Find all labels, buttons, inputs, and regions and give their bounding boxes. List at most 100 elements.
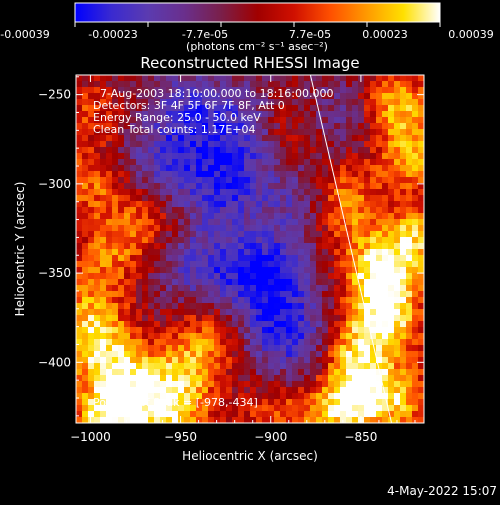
- heatmap-pixel: [124, 309, 131, 316]
- heatmap-pixel: [358, 279, 365, 286]
- heatmap-pixel: [316, 405, 323, 412]
- heatmap-pixel: [250, 213, 257, 220]
- heatmap-pixel: [154, 315, 161, 322]
- heatmap-pixel: [154, 411, 161, 418]
- heatmap-pixel: [142, 381, 149, 388]
- heatmap-pixel: [340, 333, 347, 340]
- heatmap-pixel: [232, 153, 239, 160]
- heatmap-pixel: [148, 105, 155, 112]
- heatmap-pixel: [322, 159, 329, 166]
- heatmap-pixel: [232, 273, 239, 280]
- heatmap-pixel: [316, 273, 323, 280]
- heatmap-pixel: [220, 171, 227, 178]
- heatmap-pixel: [82, 297, 89, 304]
- heatmap-pixel: [100, 111, 107, 118]
- heatmap-pixel: [304, 291, 311, 298]
- heatmap-pixel: [136, 237, 143, 244]
- heatmap-pixel: [226, 279, 233, 286]
- heatmap-pixel: [160, 147, 167, 154]
- heatmap-pixel: [298, 123, 305, 130]
- heatmap-pixel: [346, 171, 353, 178]
- heatmap-pixel: [172, 93, 179, 100]
- heatmap-pixel: [196, 147, 203, 154]
- heatmap-pixel: [112, 339, 119, 346]
- heatmap-pixel: [160, 195, 167, 202]
- heatmap-pixel: [118, 153, 125, 160]
- heatmap-pixel: [142, 207, 149, 214]
- heatmap-pixel: [352, 249, 359, 256]
- heatmap-pixel: [406, 381, 413, 388]
- heatmap-pixel: [208, 279, 215, 286]
- heatmap-pixel: [220, 147, 227, 154]
- heatmap-pixel: [208, 189, 215, 196]
- heatmap-pixel: [214, 411, 221, 418]
- heatmap-pixel: [172, 309, 179, 316]
- heatmap-pixel: [160, 375, 167, 382]
- heatmap-pixel: [226, 87, 233, 94]
- heatmap-pixel: [400, 207, 407, 214]
- heatmap-pixel: [304, 375, 311, 382]
- heatmap-pixel: [112, 351, 119, 358]
- heatmap-pixel: [124, 351, 131, 358]
- heatmap-pixel: [178, 363, 185, 370]
- heatmap-pixel: [94, 117, 101, 124]
- heatmap-pixel: [346, 129, 353, 136]
- heatmap-pixel: [202, 105, 209, 112]
- heatmap-pixel: [82, 129, 89, 136]
- heatmap-pixel: [370, 195, 377, 202]
- heatmap-pixel: [352, 339, 359, 346]
- heatmap-pixel: [118, 291, 125, 298]
- heatmap-pixel: [388, 231, 395, 238]
- heatmap-pixel: [388, 279, 395, 286]
- heatmap-pixel: [238, 375, 245, 382]
- heatmap-pixel: [136, 291, 143, 298]
- heatmap-pixel: [316, 231, 323, 238]
- heatmap-pixel: [214, 219, 221, 226]
- heatmap-pixel: [124, 273, 131, 280]
- heatmap-pixel: [418, 201, 424, 208]
- heatmap-pixel: [232, 171, 239, 178]
- heatmap-pixel: [250, 333, 257, 340]
- heatmap-pixel: [190, 237, 197, 244]
- heatmap-pixel: [358, 327, 365, 334]
- heatmap-pixel: [190, 123, 197, 130]
- heatmap-pixel: [166, 177, 173, 184]
- heatmap-pixel: [382, 219, 389, 226]
- heatmap-pixel: [142, 369, 149, 376]
- heatmap-pixel: [304, 243, 311, 250]
- heatmap-pixel: [316, 75, 323, 82]
- heatmap-pixel: [328, 213, 335, 220]
- heatmap-pixel: [388, 273, 395, 280]
- heatmap-pixel: [232, 87, 239, 94]
- heatmap-pixel: [202, 387, 209, 394]
- heatmap-pixel: [280, 327, 287, 334]
- heatmap-pixel: [160, 333, 167, 340]
- heatmap-pixel: [364, 357, 371, 364]
- heatmap-pixel: [418, 153, 424, 160]
- heatmap-pixel: [100, 375, 107, 382]
- heatmap-pixel: [316, 93, 323, 100]
- heatmap-pixel: [166, 129, 173, 136]
- heatmap-pixel: [202, 171, 209, 178]
- heatmap-pixel: [202, 153, 209, 160]
- heatmap-pixel: [136, 177, 143, 184]
- heatmap-pixel: [130, 207, 137, 214]
- heatmap-pixel: [418, 99, 424, 106]
- heatmap-pixel: [286, 381, 293, 388]
- heatmap-pixel: [142, 87, 149, 94]
- heatmap-pixel: [322, 117, 329, 124]
- heatmap-pixel: [136, 225, 143, 232]
- heatmap-pixel: [130, 123, 137, 130]
- heatmap-pixel: [202, 351, 209, 358]
- heatmap-pixel: [76, 357, 83, 364]
- heatmap-pixel: [382, 111, 389, 118]
- heatmap-pixel: [130, 93, 137, 100]
- heatmap-pixel: [118, 123, 125, 130]
- heatmap-pixel: [364, 345, 371, 352]
- heatmap-pixel: [82, 243, 89, 250]
- heatmap-pixel: [316, 87, 323, 94]
- heatmap-pixel: [238, 351, 245, 358]
- heatmap-pixel: [178, 387, 185, 394]
- heatmap-pixel: [76, 243, 83, 250]
- heatmap-pixel: [256, 399, 263, 406]
